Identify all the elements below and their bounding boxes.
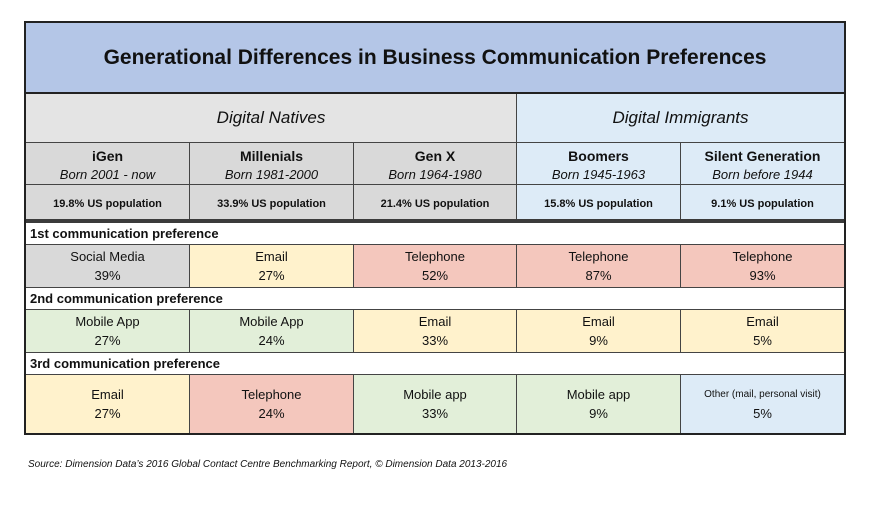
channel: Telephone: [405, 249, 465, 264]
channel: Email: [746, 314, 779, 329]
gen-header-genx: Gen X Born 1964-1980: [354, 143, 517, 185]
pref1-silent: Telephone 93%: [681, 245, 844, 288]
pref2-boomers: Email 9%: [517, 310, 681, 353]
channel: Telephone: [568, 249, 629, 264]
percent: 33%: [421, 333, 449, 348]
percent: 5%: [753, 406, 772, 421]
channel: Email: [582, 314, 615, 329]
channel: Telephone: [732, 249, 793, 264]
section-label-1st: 1st communication preference: [26, 223, 844, 245]
group-digital-natives: Digital Natives: [26, 94, 517, 143]
percent: 5%: [753, 333, 772, 348]
gen-born: Born 1981-2000: [224, 167, 319, 182]
channel: Telephone: [241, 387, 302, 402]
gen-header-millenials: Millenials Born 1981-2000: [190, 143, 354, 185]
pref3-silent: Other (mail, personal visit) 5%: [681, 375, 844, 433]
channel: Mobile app: [403, 387, 467, 402]
pref1-boomers: Telephone 87%: [517, 245, 681, 288]
channel: Mobile App: [239, 314, 304, 329]
gen-born: Born 1945-1963: [551, 167, 646, 182]
percent: 9%: [589, 406, 608, 421]
gen-born: Born 2001 - now: [59, 167, 156, 182]
gen-name: iGen: [91, 148, 124, 164]
pref3-millenials: Telephone 24%: [190, 375, 354, 433]
pref3-genx: Mobile app 33%: [354, 375, 517, 433]
population-genx: 21.4% US population: [354, 185, 517, 222]
gen-header-igen: iGen Born 2001 - now: [26, 143, 190, 185]
channel: Other (mail, personal visit): [704, 389, 821, 400]
population-silent: 9.1% US population: [681, 185, 844, 222]
percent: 24%: [258, 406, 285, 421]
table-title: Generational Differences in Business Com…: [26, 23, 844, 94]
pref2-genx: Email 33%: [354, 310, 517, 353]
pref3-igen: Email 27%: [26, 375, 190, 433]
gen-born: Born before 1944: [712, 167, 813, 182]
gen-name: Millenials: [239, 148, 304, 164]
gen-born: Born 1964-1980: [388, 167, 482, 182]
pref2-millenials: Mobile App 24%: [190, 310, 354, 353]
percent: 93%: [749, 268, 776, 283]
section-label-2nd: 2nd communication preference: [26, 288, 844, 310]
population-igen: 19.8% US population: [26, 185, 190, 222]
percent: 39%: [94, 268, 121, 283]
percent: 87%: [585, 268, 612, 283]
population-boomers: 15.8% US population: [517, 185, 681, 222]
percent: 27%: [94, 406, 121, 421]
channel: Email: [91, 387, 124, 402]
pref1-genx: Telephone 52%: [354, 245, 517, 288]
channel: Mobile app: [566, 387, 631, 402]
population-millenials: 33.9% US population: [190, 185, 354, 222]
gen-name: Gen X: [414, 148, 456, 164]
gen-header-silent: Silent Generation Born before 1944: [681, 143, 844, 185]
pref1-igen: Social Media 39%: [26, 245, 190, 288]
section-divider: [26, 219, 844, 223]
channel: Email: [255, 249, 288, 264]
percent: 9%: [589, 333, 608, 348]
preferences-table: Generational Differences in Business Com…: [24, 21, 846, 435]
gen-name: Boomers: [568, 148, 629, 164]
percent: 24%: [258, 333, 285, 348]
pref3-boomers: Mobile app 9%: [517, 375, 681, 433]
channel: Social Media: [70, 249, 145, 264]
gen-header-boomers: Boomers Born 1945-1963: [517, 143, 681, 185]
percent: 52%: [421, 268, 449, 283]
group-digital-immigrants: Digital Immigrants: [517, 94, 844, 143]
pref2-silent: Email 5%: [681, 310, 844, 353]
section-label-3rd: 3rd communication preference: [26, 353, 844, 375]
percent: 33%: [421, 406, 449, 421]
pref1-millenials: Email 27%: [190, 245, 354, 288]
channel: Mobile App: [75, 314, 140, 329]
channel: Email: [418, 314, 452, 329]
source-note: Source: Dimension Data’s 2016 Global Con…: [28, 459, 508, 470]
percent: 27%: [258, 268, 285, 283]
pref2-igen: Mobile App 27%: [26, 310, 190, 353]
percent: 27%: [94, 333, 121, 348]
gen-name: Silent Generation: [704, 148, 821, 164]
